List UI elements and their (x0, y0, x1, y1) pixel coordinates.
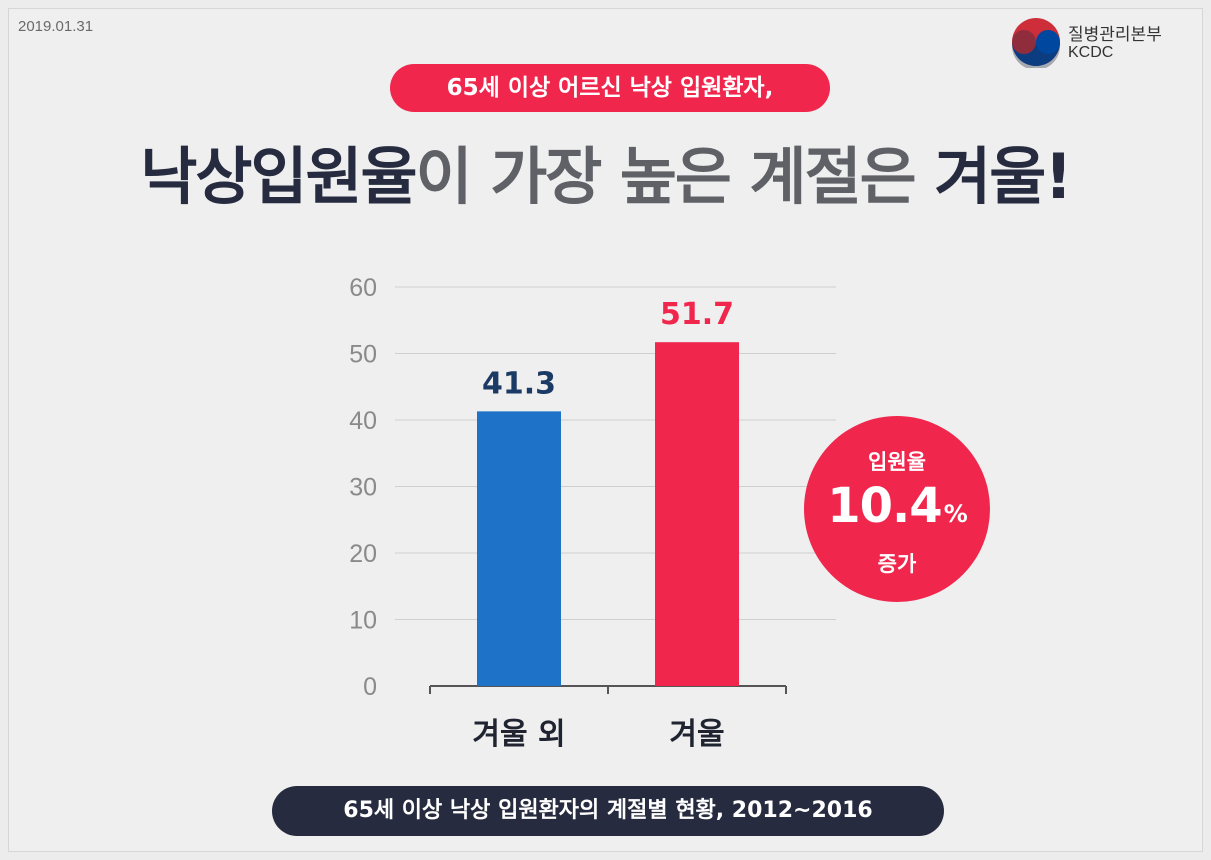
increase-badge: 입원율 10.4% 증가 (804, 416, 990, 602)
kcdc-logo: 질병관리본부 KCDC (1010, 14, 1190, 70)
category-label: 겨울 외 (472, 717, 565, 752)
y-tick-label: 50 (349, 341, 377, 369)
headline: 낙상입원율이 가장 높은 계절은 겨울! (0, 126, 1211, 216)
subtitle-pill: 65세 이상 어르신 낙상 입원환자, (390, 64, 830, 112)
data-label: 51.7 (660, 297, 734, 332)
badge-label: 입원율 (868, 450, 926, 474)
logo-name-korean: 질병관리본부 (1068, 25, 1162, 45)
caption-pill: 65세 이상 낙상 입원환자의 계절별 현황, 2012~2016 (272, 786, 944, 836)
y-tick-label: 0 (363, 673, 377, 701)
infographic-frame (8, 8, 1203, 852)
headline-part-1: 낙상입원율 (140, 140, 417, 213)
taegeuk-emblem-icon (1012, 18, 1061, 68)
y-tick-label: 30 (349, 474, 377, 502)
headline-part-2: 이 가장 높은 계절은 (415, 140, 935, 213)
logo-name-english: KCDC (1068, 44, 1114, 61)
badge-value: 10.4% (804, 478, 990, 534)
headline-part-3: 겨울! (934, 140, 1072, 213)
y-tick-label: 10 (349, 607, 377, 635)
date-label: 2019.01.31 (18, 18, 94, 35)
category-label: 겨울 (669, 717, 724, 752)
y-tick-label: 20 (349, 540, 377, 568)
y-tick-label: 60 (349, 274, 377, 302)
data-label: 41.3 (482, 366, 556, 401)
badge-unit: % (943, 500, 968, 528)
bar-2 (655, 342, 739, 686)
badge-suffix: 증가 (877, 552, 917, 576)
y-tick-label: 40 (349, 407, 377, 435)
bar-1 (477, 411, 561, 686)
badge-number: 10.4 (827, 478, 942, 534)
